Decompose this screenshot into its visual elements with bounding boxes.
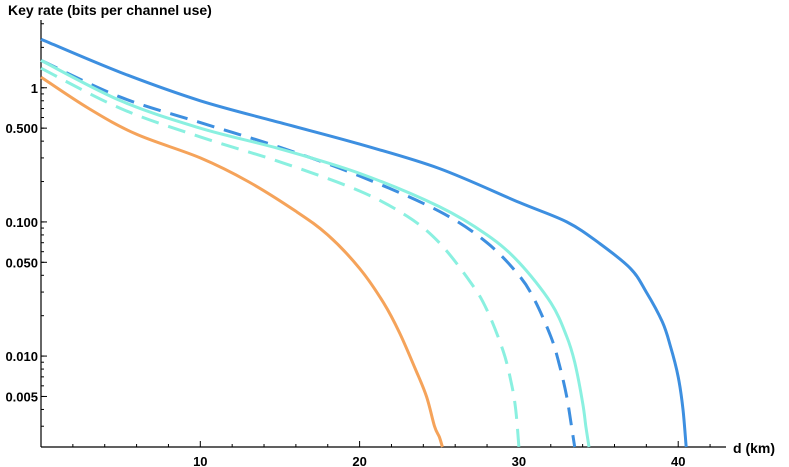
x-tick-label: 20 [352,454,366,467]
x-axis-title: d (km) [733,440,775,456]
x-tick-label: 40 [671,454,685,467]
y-tick-label: 0.100 [5,215,38,230]
y-tick-label: 1 [31,81,38,96]
series-line-3 [40,59,591,448]
series-line-2 [40,59,577,448]
y-tick-label: 0.050 [5,255,38,270]
series-line-5 [40,75,444,448]
y-tick-label: 0.500 [5,121,38,136]
y-axis-title: Key rate (bits per channel use) [8,2,212,18]
series-line-4 [40,66,521,448]
x-tick-label: 30 [512,454,526,467]
series-line-1 [40,37,688,448]
y-tick-label: 0.010 [5,349,38,364]
x-tick-label: 10 [193,454,207,467]
series-lines [40,37,688,448]
axes [40,20,726,448]
ticks: 10 20 30 40 0.005 0.010 0.050 0.100 0.500 1 [5,23,711,467]
y-tick-label: 0.005 [5,389,38,404]
